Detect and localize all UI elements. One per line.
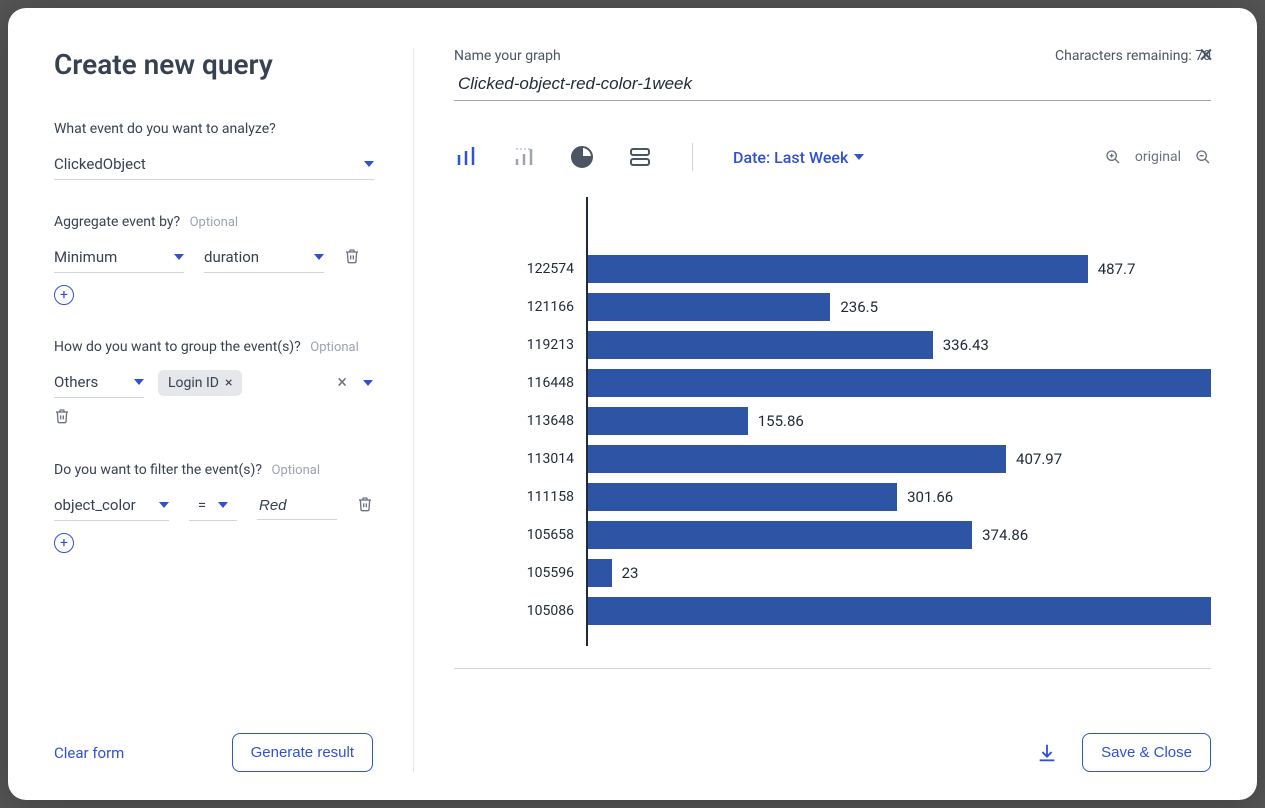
chart-bar: 336.43 bbox=[588, 331, 1211, 359]
bar-value-label: 23 bbox=[622, 564, 639, 582]
bar-value-label: 487.7 bbox=[1098, 260, 1136, 278]
y-axis-label: 116448 bbox=[454, 375, 574, 391]
chevron-down-icon bbox=[314, 254, 324, 260]
zoom-out-icon[interactable] bbox=[1195, 149, 1211, 165]
zoom-original-button[interactable]: original bbox=[1135, 149, 1181, 165]
name-graph-label: Name your graph bbox=[454, 48, 561, 64]
chart-bar: 487.7 bbox=[588, 255, 1211, 283]
chevron-down-icon bbox=[174, 254, 184, 260]
list-view-icon[interactable] bbox=[628, 145, 652, 169]
add-aggregate-button[interactable]: + bbox=[54, 285, 74, 305]
chart-bar: 236.5 bbox=[588, 293, 1211, 321]
chevron-down-icon bbox=[854, 154, 864, 160]
aggregate-field-select[interactable]: duration bbox=[204, 242, 324, 273]
filter-value-input[interactable] bbox=[257, 492, 337, 520]
chart-bar: 155.86 bbox=[588, 407, 1211, 435]
create-query-modal: × Create new query What event do you wan… bbox=[8, 8, 1257, 800]
download-icon[interactable] bbox=[1036, 742, 1058, 764]
close-icon[interactable]: × bbox=[1199, 42, 1213, 68]
y-axis-label: 105086 bbox=[454, 603, 574, 619]
chart-bar: 301.66 bbox=[588, 483, 1211, 511]
chevron-down-icon bbox=[134, 379, 144, 385]
bar-value-label: 374.86 bbox=[982, 526, 1028, 544]
chevron-down-icon bbox=[364, 161, 374, 167]
group-select[interactable]: Others bbox=[54, 367, 144, 398]
chart-bar: 23 bbox=[588, 559, 1211, 587]
y-axis-label: 113648 bbox=[454, 413, 574, 429]
filter-field-select[interactable]: object_color bbox=[54, 490, 169, 521]
trash-icon[interactable] bbox=[54, 408, 70, 428]
modal-title: Create new query bbox=[54, 48, 373, 81]
event-label: What event do you want to analyze? bbox=[54, 121, 373, 137]
bar-value-label: 336.43 bbox=[943, 336, 989, 354]
add-filter-button[interactable]: + bbox=[54, 533, 74, 553]
filter-label: Do you want to filter the event(s)? Opti… bbox=[54, 462, 373, 478]
chars-remaining: Characters remaining: 70 bbox=[1055, 48, 1211, 64]
event-select[interactable]: ClickedObject bbox=[54, 149, 374, 180]
chevron-down-icon bbox=[159, 502, 169, 508]
save-close-button[interactable]: Save & Close bbox=[1082, 733, 1211, 772]
event-select-value: ClickedObject bbox=[54, 155, 146, 173]
chart-bar: 374.86 bbox=[588, 521, 1211, 549]
y-axis-label: 122574 bbox=[454, 261, 574, 277]
group-label: How do you want to group the event(s)? O… bbox=[54, 339, 373, 355]
chart-toolbar: Date: Last Week original bbox=[454, 143, 1211, 171]
optional-tag: Optional bbox=[190, 215, 238, 230]
chart-bar bbox=[588, 597, 1211, 625]
clear-form-button[interactable]: Clear form bbox=[54, 744, 124, 762]
trash-icon[interactable] bbox=[357, 496, 373, 516]
aggregate-label: Aggregate event by? Optional bbox=[54, 214, 373, 230]
bar-value-label: 301.66 bbox=[907, 488, 953, 506]
aggregate-func-select[interactable]: Minimum bbox=[54, 242, 184, 273]
chevron-down-icon bbox=[218, 502, 228, 508]
optional-tag: Optional bbox=[310, 340, 358, 355]
optional-tag: Optional bbox=[272, 463, 320, 478]
group-chip[interactable]: Login ID × bbox=[158, 370, 242, 396]
sorted-bar-icon[interactable] bbox=[512, 145, 536, 169]
remove-chip-icon[interactable]: × bbox=[225, 375, 232, 391]
trash-icon[interactable] bbox=[344, 248, 360, 268]
y-axis-label: 113014 bbox=[454, 451, 574, 467]
zoom-in-icon[interactable] bbox=[1105, 149, 1121, 165]
bar-value-label: 236.5 bbox=[840, 298, 878, 316]
generate-result-button[interactable]: Generate result bbox=[232, 733, 373, 772]
bar-value-label: 155.86 bbox=[758, 412, 804, 430]
y-axis-label: 105596 bbox=[454, 565, 574, 581]
y-axis-label: 111158 bbox=[454, 489, 574, 505]
chart-bar: 407.97 bbox=[588, 445, 1211, 473]
chevron-down-icon[interactable] bbox=[363, 380, 373, 386]
bar-value-label: 407.97 bbox=[1016, 450, 1062, 468]
bar-chart-icon[interactable] bbox=[454, 145, 478, 169]
graph-name-input[interactable] bbox=[454, 68, 1211, 101]
bar-chart: 487.7 236.5 336.43 155.86 407.97 301.66 374.86… bbox=[454, 189, 1211, 669]
y-axis-label: 105658 bbox=[454, 527, 574, 543]
pie-chart-icon[interactable] bbox=[570, 145, 594, 169]
result-panel: Name your graph Characters remaining: 70… bbox=[414, 48, 1211, 772]
divider bbox=[692, 143, 693, 171]
query-form-panel: Create new query What event do you want … bbox=[54, 48, 414, 772]
chart-bar bbox=[588, 369, 1211, 397]
clear-group-icon[interactable]: × bbox=[337, 372, 347, 393]
date-filter-select[interactable]: Date: Last Week bbox=[733, 148, 864, 167]
y-axis-label: 119213 bbox=[454, 337, 574, 353]
y-axis-label: 121166 bbox=[454, 299, 574, 315]
filter-op-select[interactable]: = bbox=[189, 490, 237, 521]
